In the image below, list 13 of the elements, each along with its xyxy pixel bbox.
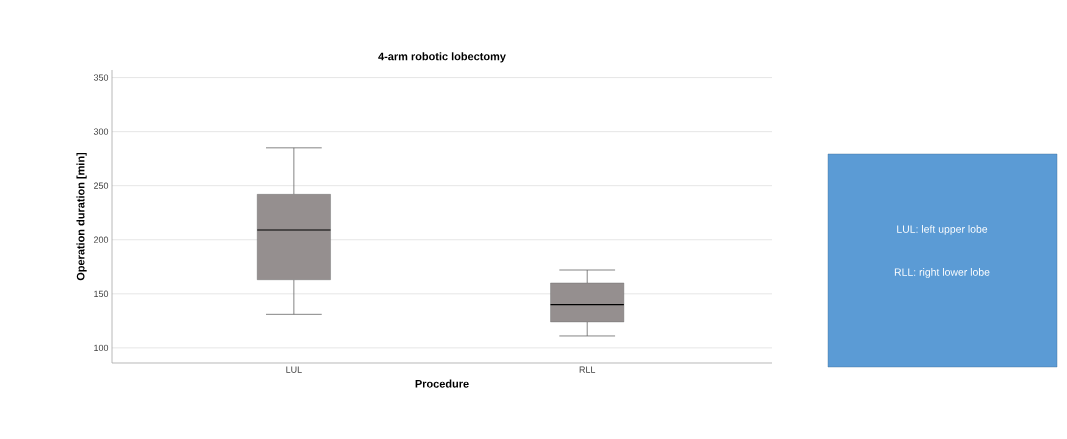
y-tick-label: 300 bbox=[93, 128, 109, 135]
x-tick-label: LUL bbox=[286, 366, 302, 373]
text: RLL: right lower lobe bbox=[894, 268, 990, 278]
y-tick-label: 150 bbox=[94, 290, 109, 297]
x-tick-label: RLL bbox=[579, 366, 596, 373]
y-tick-label: 100 bbox=[94, 344, 109, 352]
text: LUL: left upper lobe bbox=[897, 225, 988, 235]
chart-title: 4-arm robotic lobectomy bbox=[378, 52, 506, 63]
y-axis-title: Operation duration [min] bbox=[76, 152, 87, 281]
y-tick-label: 200 bbox=[93, 236, 109, 243]
x-axis-title: Procedure bbox=[415, 379, 469, 388]
y-tick-label: 350 bbox=[93, 74, 109, 81]
y-tick-label: 250 bbox=[93, 182, 109, 189]
